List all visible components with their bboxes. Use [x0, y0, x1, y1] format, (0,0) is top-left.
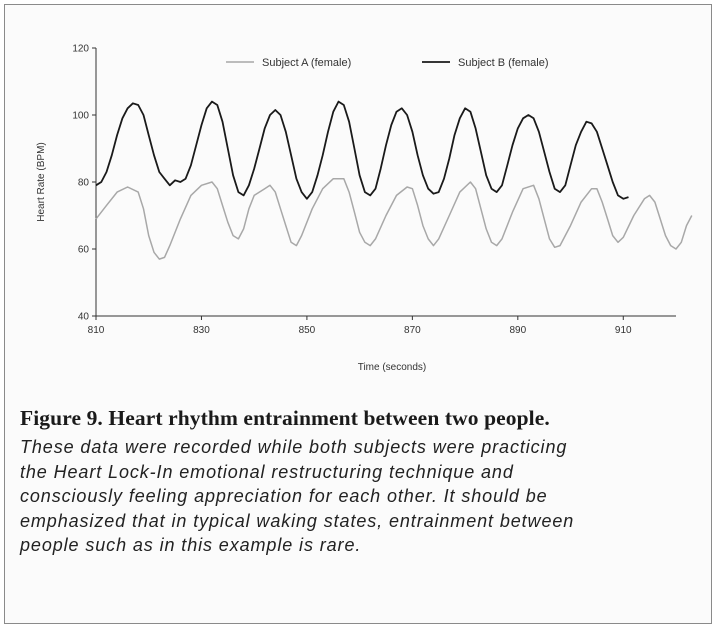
- legend-label: Subject B (female): [458, 57, 548, 69]
- legend-label: Subject A (female): [262, 57, 351, 69]
- caption-line: These data were recorded while both subj…: [20, 437, 568, 457]
- chart-series: [95, 100, 693, 260]
- y-tick-label: 80: [78, 178, 90, 189]
- chart-legend: Subject A (female) Subject B (female): [226, 57, 548, 69]
- figure-caption: Figure 9. Heart rhythm entrainment betwe…: [20, 406, 690, 558]
- x-tick-label: 810: [88, 325, 105, 336]
- chart-ticks: 40 60 80 100 120 810 830 850 870 890 910: [72, 44, 632, 337]
- heart-rate-chart: 40 60 80 100 120 810 830 850 870 890 910 Subject A…: [36, 44, 693, 373]
- x-tick-label: 870: [404, 325, 421, 336]
- y-tick-label: 60: [78, 245, 90, 256]
- x-tick-label: 830: [193, 325, 210, 336]
- x-tick-label: 910: [615, 325, 632, 336]
- y-axis-label: Heart Rate (BPM): [36, 142, 47, 221]
- y-tick-label: 40: [78, 312, 90, 323]
- caption-line: the Heart Lock-In emotional restructurin…: [20, 461, 514, 482]
- series-line-subject-b: [95, 100, 629, 200]
- x-tick-label: 890: [509, 325, 526, 336]
- caption-line: consciously feeling appreciation for eac…: [20, 486, 548, 506]
- caption-title: Figure 9. Heart rhythm entrainment betwe…: [20, 406, 550, 430]
- caption-body: These data were recorded while both subj…: [20, 435, 690, 558]
- x-tick-label: 850: [299, 325, 316, 336]
- figure-frame: [4, 4, 712, 624]
- series-line-subject-a: [95, 177, 693, 260]
- caption-line: emphasized that in typical waking states…: [20, 510, 575, 531]
- y-tick-label: 120: [72, 44, 89, 55]
- x-axis-label: Time (seconds): [358, 362, 427, 373]
- caption-line: people such as in this example is rare.: [20, 535, 362, 555]
- chart-axes: [95, 48, 676, 317]
- y-tick-label: 100: [72, 111, 89, 122]
